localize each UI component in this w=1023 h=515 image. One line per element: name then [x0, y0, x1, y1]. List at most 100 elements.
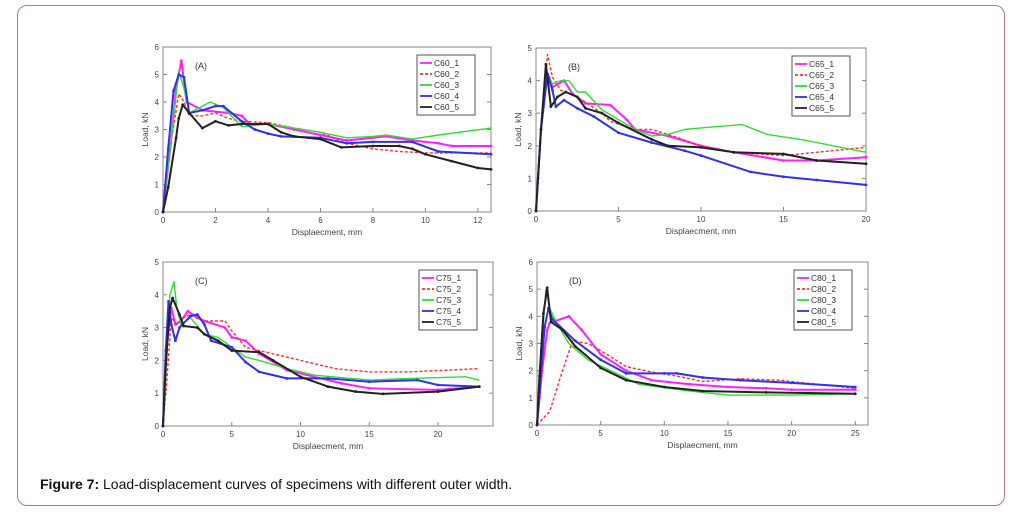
- data-point: [624, 369, 628, 373]
- data-point: [666, 144, 670, 148]
- data-point: [244, 360, 247, 364]
- data-point: [699, 146, 703, 149]
- x-tick-label: 10: [296, 430, 305, 439]
- y-tick-label: 2: [528, 142, 533, 151]
- data-point: [584, 102, 587, 105]
- y-tick-label: 2: [155, 356, 160, 365]
- data-point: [562, 98, 566, 102]
- data-point: [187, 111, 191, 115]
- data-point: [782, 175, 785, 179]
- data-point: [202, 322, 206, 326]
- data-point: [749, 170, 752, 174]
- x-tick-label: 2: [213, 216, 218, 225]
- y-tick-label: 3: [528, 109, 533, 118]
- x-axis-label: Displaecment, mm: [292, 227, 362, 237]
- data-point: [168, 306, 172, 310]
- data-point: [489, 167, 493, 171]
- data-point: [202, 332, 206, 336]
- data-point: [549, 320, 553, 324]
- data-point: [244, 339, 247, 343]
- y-tick-label: 6: [529, 258, 534, 267]
- data-point: [549, 105, 553, 109]
- legend-entry: C75_4: [436, 306, 461, 316]
- data-point: [279, 134, 283, 138]
- y-tick-label: 2: [155, 153, 160, 162]
- legend-entry: C60_5: [434, 102, 459, 112]
- data-point: [662, 371, 666, 375]
- data-point: [367, 386, 371, 390]
- y-tick-label: 5: [529, 285, 534, 294]
- y-tick-label: 5: [528, 44, 533, 53]
- y-tick-label: 3: [155, 126, 160, 135]
- y-tick-label: 4: [529, 312, 534, 321]
- y-tick-label: 5: [155, 71, 160, 80]
- legend-entry: C65_4: [809, 92, 834, 102]
- y-tick-label: 1: [528, 174, 533, 183]
- data-point: [539, 128, 543, 131]
- data-point: [299, 375, 302, 379]
- data-point: [573, 339, 577, 343]
- data-point: [177, 117, 181, 120]
- data-point: [580, 328, 583, 332]
- data-point: [450, 144, 454, 148]
- data-point: [599, 352, 603, 356]
- data-point: [764, 386, 768, 390]
- data-point: [617, 131, 620, 135]
- data-point: [592, 115, 596, 118]
- data-point: [554, 105, 558, 109]
- data-point: [214, 104, 217, 108]
- data-point: [257, 350, 261, 354]
- x-tick-label: 0: [534, 215, 539, 224]
- data-point: [450, 159, 454, 163]
- y-axis-label: Load, kN: [140, 327, 150, 361]
- legend-entry: C75_1: [436, 273, 461, 283]
- data-point: [424, 152, 427, 156]
- data-point: [340, 381, 344, 385]
- data-point: [790, 381, 794, 385]
- data-point: [701, 376, 704, 379]
- data-point: [650, 141, 653, 144]
- data-point: [174, 136, 178, 140]
- y-tick-label: 1: [155, 389, 160, 398]
- x-axis-label: Displaecment, mm: [666, 226, 736, 236]
- chart-panel-2: 0 5 10 15 20 0 1 2 3 4 5 Displaecment, mm Load, kN (C…: [140, 258, 494, 451]
- data-point: [599, 366, 603, 370]
- data-point: [345, 139, 349, 142]
- series-line-C80_3: [536, 288, 856, 426]
- x-axis-label: Displaecment, mm: [293, 441, 363, 451]
- data-point: [230, 345, 234, 349]
- data-point: [240, 119, 244, 123]
- panel-label: (A): [195, 61, 207, 71]
- data-point: [650, 137, 653, 141]
- legend-entry: C60_1: [434, 58, 459, 68]
- x-tick-label: 0: [535, 429, 540, 438]
- series-line-C75_5: [162, 297, 480, 427]
- x-tick-label: 25: [851, 429, 860, 438]
- data-point: [701, 389, 704, 393]
- y-axis-label: Load, kN: [140, 112, 150, 146]
- data-point: [173, 339, 177, 343]
- data-point: [285, 377, 289, 380]
- x-axis-label: Displaecment, mm: [667, 440, 737, 450]
- legend-entry: C65_2: [809, 70, 834, 80]
- data-point: [599, 358, 603, 362]
- data-point: [624, 378, 628, 382]
- data-point: [864, 183, 868, 187]
- data-point: [292, 134, 296, 138]
- data-point: [662, 385, 666, 389]
- data-point: [683, 149, 686, 153]
- y-tick-label: 0: [528, 207, 533, 216]
- data-point: [216, 339, 220, 343]
- legend-entry: C60_3: [434, 80, 459, 90]
- data-point: [182, 75, 186, 79]
- x-tick-label: 5: [230, 430, 235, 439]
- data-point: [853, 388, 857, 392]
- x-tick-label: 20: [434, 430, 443, 439]
- y-tick-label: 0: [529, 421, 534, 430]
- series-line-C75_1: [162, 306, 480, 427]
- data-point: [864, 155, 868, 159]
- panel-label: (B): [568, 62, 580, 72]
- data-point: [600, 111, 604, 115]
- series-line-C65_3: [535, 70, 867, 212]
- data-point: [476, 166, 480, 170]
